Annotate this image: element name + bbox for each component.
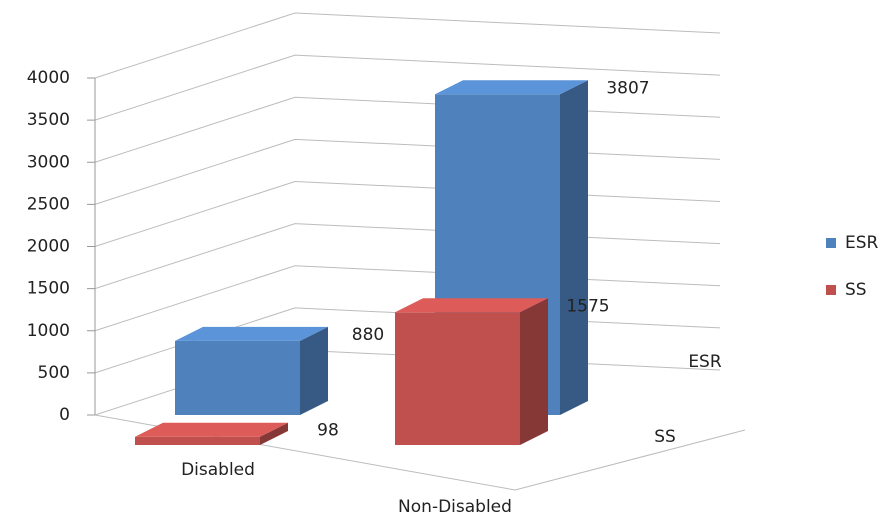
bar-top <box>175 326 328 341</box>
y-tick-label: 500 <box>38 363 70 383</box>
data-label: 98 <box>317 421 339 441</box>
bar-side <box>260 422 288 445</box>
grid-line <box>94 96 721 163</box>
y-tick-label: 2500 <box>27 194 70 214</box>
data-label: 880 <box>352 325 384 345</box>
bar <box>135 436 260 445</box>
grid-line <box>94 223 721 290</box>
legend-label: SS <box>845 280 867 300</box>
depth-label: SS <box>654 427 676 447</box>
y-tick-label: 1500 <box>27 279 70 299</box>
grid-line <box>94 180 721 247</box>
grid-line <box>94 138 721 205</box>
grid-line <box>94 12 721 79</box>
bar <box>395 312 520 445</box>
x-tick-label: Disabled <box>181 460 255 480</box>
bar-side <box>300 326 328 415</box>
x-tick-label: Non-Disabled <box>398 497 512 516</box>
bar-top <box>135 422 288 437</box>
legend-swatch <box>826 285 836 295</box>
bar <box>175 340 300 415</box>
bar-side <box>520 298 548 445</box>
legend-label: ESR <box>845 233 879 253</box>
data-label: 1575 <box>566 296 609 316</box>
grid-line <box>94 54 721 121</box>
depth-label: ESR <box>688 352 722 372</box>
bar-top <box>435 80 588 95</box>
bar-top <box>395 298 548 313</box>
y-tick-label: 1000 <box>27 321 70 341</box>
bar-side <box>560 80 588 415</box>
y-tick-label: 4000 <box>27 68 70 88</box>
y-tick-label: 2000 <box>27 237 70 257</box>
data-label: 3807 <box>606 78 649 98</box>
legend-swatch <box>826 238 836 248</box>
y-tick-label: 3000 <box>27 152 70 172</box>
y-tick-label: 3500 <box>27 110 70 130</box>
y-tick-label: 0 <box>59 405 70 425</box>
